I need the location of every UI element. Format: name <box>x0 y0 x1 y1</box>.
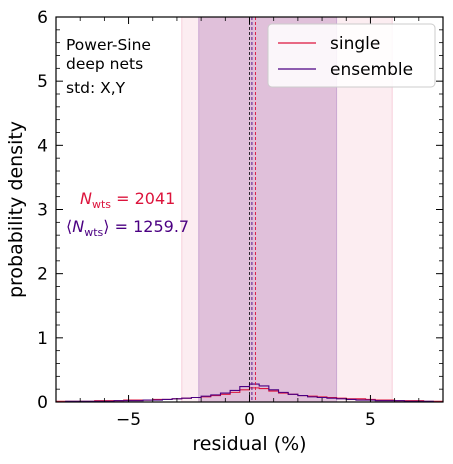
legend: single ensemble <box>267 23 436 88</box>
hist-ensemble <box>56 383 443 403</box>
x-tick-label: 0 <box>244 410 255 430</box>
std-annotation: std: X,Y <box>66 79 126 97</box>
x-axis-label: residual (%) <box>192 433 306 455</box>
n-weights-ensemble: ⟨Nwts⟩ = 1259.7 <box>66 217 189 239</box>
n-weights-ensemble-value: = 1259.7 <box>110 217 190 236</box>
n-weights-ensemble-close-bracket: ⟩ <box>103 217 109 236</box>
y-tick-label: 0 <box>37 393 48 413</box>
legend-label-single: single <box>330 34 380 54</box>
n-weights-single-subscript: wts <box>92 198 111 211</box>
model-name-line2: deep nets <box>66 55 143 73</box>
y-axis-label: probability density <box>5 121 27 298</box>
n-weights-single: Nwts = 2041 <box>80 189 175 211</box>
y-tick-label: 6 <box>37 8 48 28</box>
y-tick-label: 2 <box>37 265 48 285</box>
y-tick-label: 1 <box>37 329 48 349</box>
median-lines <box>249 17 256 402</box>
axis-ticks <box>55 16 444 403</box>
legend-box <box>267 23 436 88</box>
x-tick-label: −5 <box>116 410 141 430</box>
model-name-line1: Power-Sine <box>66 36 151 54</box>
n-weights-ensemble-symbol: N <box>72 217 84 236</box>
n-weights-single-symbol: N <box>80 189 92 208</box>
histogram-steps <box>55 383 444 403</box>
y-tick-label: 4 <box>37 136 48 156</box>
n-weights-ensemble-subscript: wts <box>84 226 103 239</box>
x-tick-label: 5 <box>365 410 376 430</box>
y-tick-label: 5 <box>37 72 48 92</box>
axis-tick-labels: −5 0 5 0 1 2 3 4 5 6 <box>37 8 376 430</box>
n-weights-ensemble-open-bracket: ⟨ <box>66 217 72 236</box>
legend-label-ensemble: ensemble <box>330 60 413 80</box>
y-tick-label: 3 <box>37 201 48 221</box>
hist-single <box>55 387 444 402</box>
n-weights-single-value: = 2041 <box>111 189 175 208</box>
